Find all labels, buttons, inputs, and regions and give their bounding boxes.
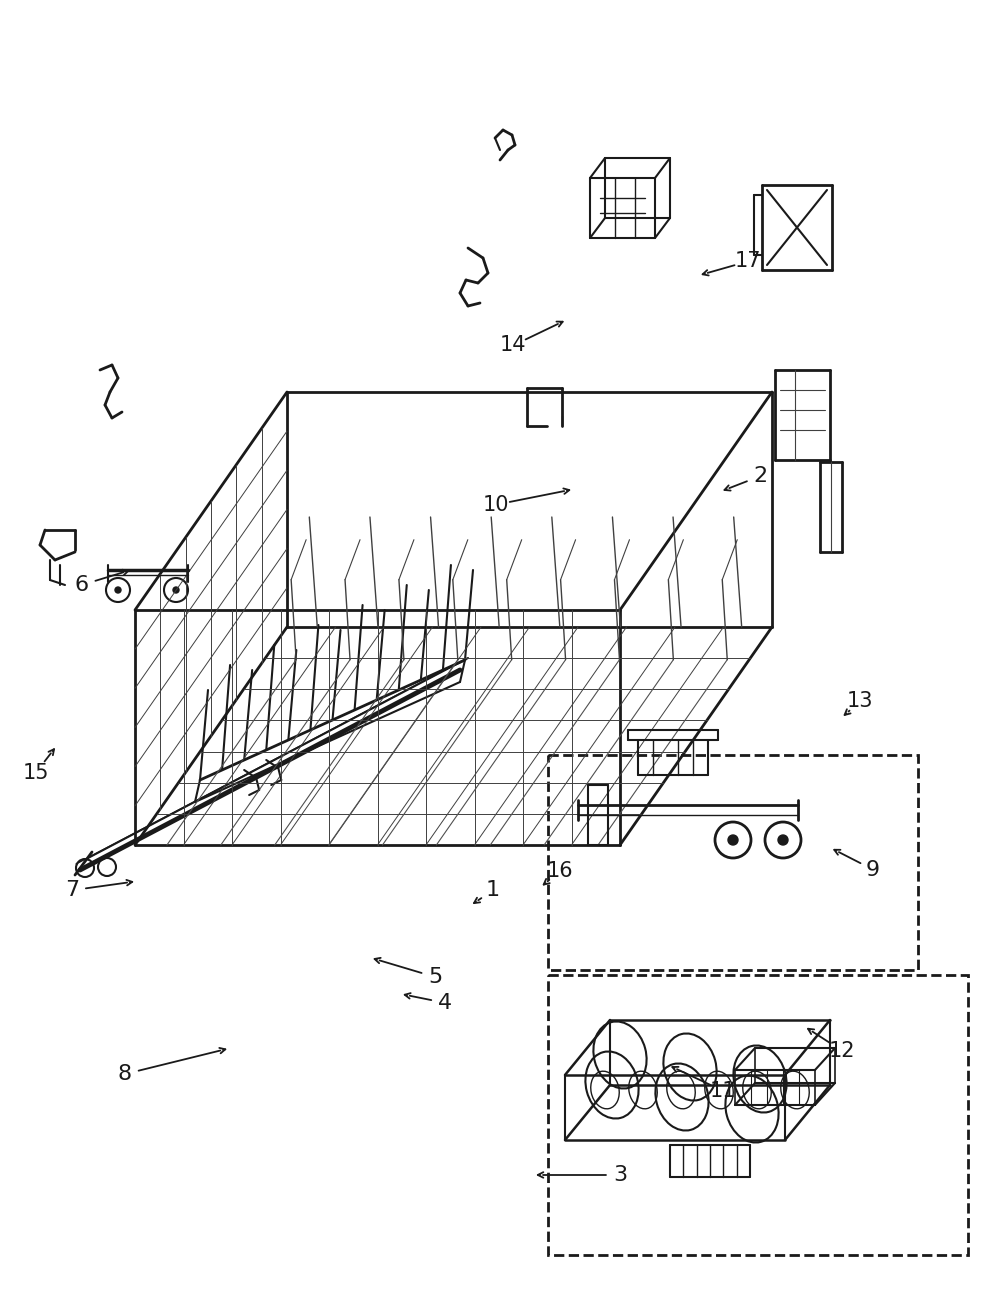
Text: 14: 14 <box>500 335 526 356</box>
Text: 17: 17 <box>735 251 761 272</box>
Circle shape <box>173 587 179 593</box>
Text: 8: 8 <box>118 1064 132 1084</box>
Text: 15: 15 <box>23 762 49 783</box>
Text: 1: 1 <box>486 880 500 901</box>
Text: 9: 9 <box>866 859 880 880</box>
Text: 16: 16 <box>547 861 573 881</box>
Text: 11: 11 <box>710 1080 736 1101</box>
Text: 4: 4 <box>438 992 452 1013</box>
Text: 10: 10 <box>483 494 509 515</box>
Text: 12: 12 <box>829 1040 855 1061</box>
Circle shape <box>115 587 121 593</box>
Text: 6: 6 <box>75 575 89 595</box>
Bar <box>548 754 918 970</box>
Text: 7: 7 <box>65 880 79 901</box>
Bar <box>548 974 968 1255</box>
Text: 2: 2 <box>753 466 767 487</box>
Text: 3: 3 <box>613 1165 627 1185</box>
Text: 13: 13 <box>847 691 873 712</box>
Circle shape <box>728 835 738 845</box>
Circle shape <box>778 835 788 845</box>
Text: 5: 5 <box>428 967 442 987</box>
